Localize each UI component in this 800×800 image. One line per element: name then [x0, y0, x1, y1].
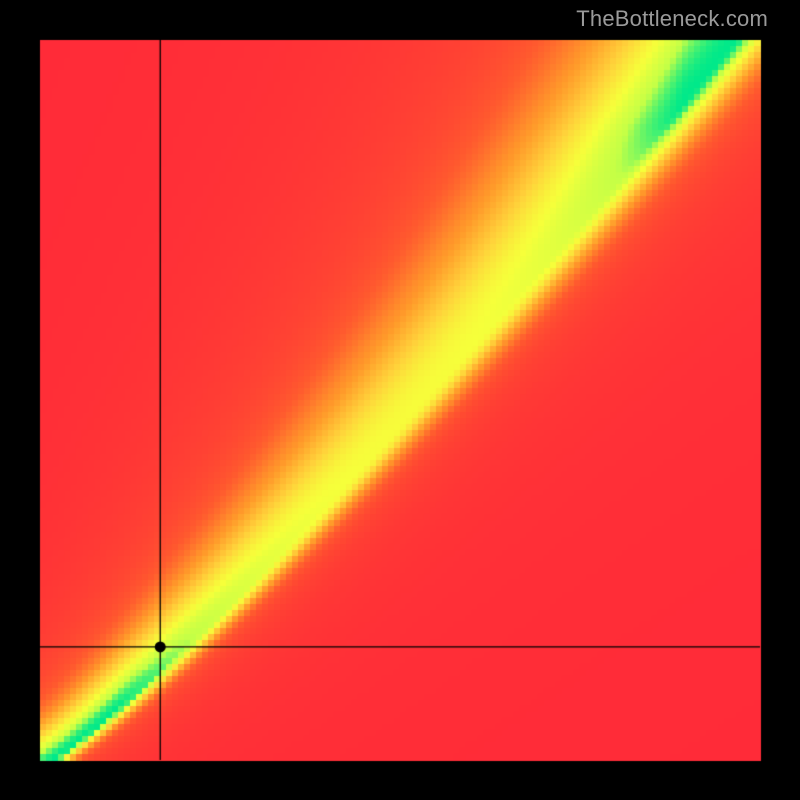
bottleneck-heatmap [0, 0, 800, 800]
watermark-label: TheBottleneck.com [576, 6, 768, 32]
chart-container: TheBottleneck.com [0, 0, 800, 800]
